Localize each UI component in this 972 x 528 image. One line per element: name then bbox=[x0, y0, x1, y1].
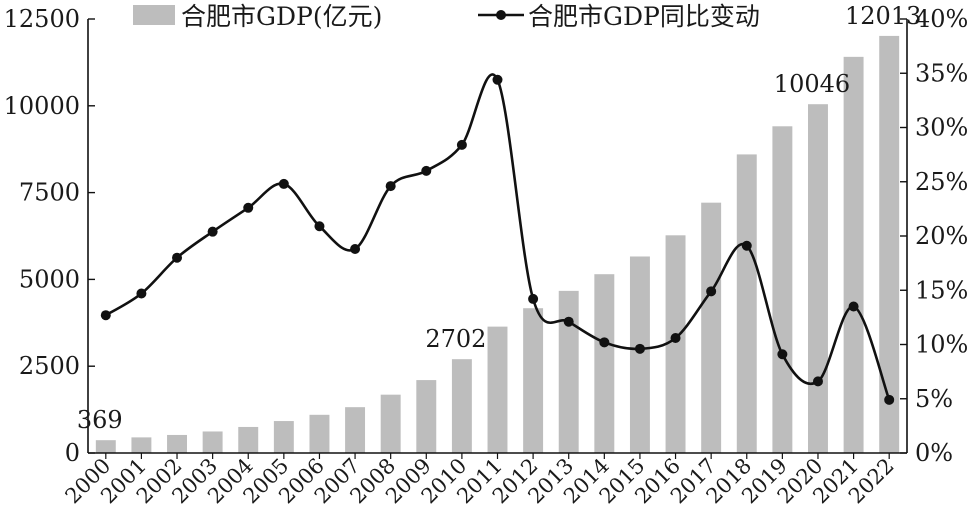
growth-point-2001 bbox=[136, 288, 147, 299]
bar-2020 bbox=[808, 104, 828, 453]
bar-2011 bbox=[487, 326, 508, 453]
y-left-tick-label: 2500 bbox=[19, 352, 80, 380]
growth-point-2022 bbox=[884, 394, 895, 405]
y-right-tick-label: 40% bbox=[915, 5, 968, 33]
bar-2006 bbox=[309, 414, 330, 453]
bar-2014 bbox=[594, 274, 615, 453]
growth-point-2014 bbox=[599, 337, 610, 348]
legend-line-marker bbox=[496, 10, 506, 20]
bar-2021 bbox=[843, 56, 864, 454]
bar-2007 bbox=[345, 407, 366, 453]
growth-point-2013 bbox=[563, 316, 574, 327]
bar-2008 bbox=[380, 394, 401, 453]
growth-point-2011 bbox=[492, 74, 503, 85]
bar-2002 bbox=[167, 434, 187, 453]
bar-2012 bbox=[523, 308, 544, 453]
y-right-tick-label: 5% bbox=[915, 385, 953, 413]
y-right-tick-label: 35% bbox=[915, 59, 968, 87]
data-labels: 369 2702 10046 12013 bbox=[77, 2, 921, 434]
y-left-tick-label: 5000 bbox=[19, 265, 80, 293]
growth-point-2020 bbox=[812, 376, 823, 387]
legend: 合肥市GDP(亿元) 合肥市GDP同比变动 bbox=[133, 2, 760, 31]
bar-2022 bbox=[879, 35, 900, 454]
bar-2013 bbox=[558, 290, 579, 453]
y-right-tick-label: 30% bbox=[915, 114, 968, 142]
growth-point-2005 bbox=[278, 178, 289, 189]
bar-series bbox=[95, 35, 900, 454]
axes: 025005000750010000125000%5%10%15%20%25%3… bbox=[4, 5, 969, 508]
growth-point-2003 bbox=[207, 226, 218, 237]
bar-value-label-2010: 2702 bbox=[425, 325, 486, 353]
bar-2004 bbox=[238, 426, 259, 453]
line-series bbox=[100, 73, 895, 405]
growth-point-2004 bbox=[243, 202, 254, 213]
bar-2018 bbox=[736, 154, 757, 453]
growth-point-2012 bbox=[528, 293, 539, 304]
legend-bar-label: 合肥市GDP(亿元) bbox=[181, 2, 382, 31]
bar-2010 bbox=[451, 359, 472, 453]
bar-2009 bbox=[416, 380, 437, 453]
y-left-tick-label: 0 bbox=[65, 439, 80, 467]
growth-point-2002 bbox=[172, 252, 183, 263]
growth-point-2016 bbox=[670, 332, 681, 343]
legend-line-label: 合肥市GDP同比变动 bbox=[528, 2, 760, 31]
bar-2003 bbox=[202, 431, 223, 453]
bar-value-label-2000: 369 bbox=[77, 406, 123, 434]
bar-2015 bbox=[629, 256, 650, 453]
y-right-tick-label: 20% bbox=[915, 222, 968, 250]
growth-point-2008 bbox=[385, 181, 396, 192]
bar-2000 bbox=[95, 440, 116, 453]
y-right-tick-label: 0% bbox=[915, 439, 953, 467]
legend-bar-swatch bbox=[133, 5, 175, 25]
y-right-tick-label: 10% bbox=[915, 331, 968, 359]
bar-2017 bbox=[701, 202, 722, 453]
growth-point-2021 bbox=[848, 301, 859, 312]
bar-2016 bbox=[665, 235, 686, 453]
y-left-tick-label: 10000 bbox=[4, 92, 80, 120]
bar-value-label-2022: 12013 bbox=[845, 2, 921, 30]
growth-point-2018 bbox=[741, 240, 752, 251]
growth-point-2006 bbox=[314, 221, 325, 232]
bar-2005 bbox=[273, 421, 294, 453]
y-left-tick-label: 12500 bbox=[4, 5, 80, 33]
growth-point-2019 bbox=[777, 349, 788, 360]
growth-point-2000 bbox=[100, 310, 111, 321]
bar-2001 bbox=[131, 437, 152, 453]
growth-point-2015 bbox=[634, 343, 645, 354]
growth-point-2010 bbox=[456, 139, 467, 150]
y-right-tick-label: 25% bbox=[915, 168, 968, 196]
growth-point-2007 bbox=[350, 244, 361, 255]
bar-2019 bbox=[772, 126, 793, 454]
bar-value-label-2020: 10046 bbox=[774, 70, 850, 98]
growth-point-2009 bbox=[421, 165, 432, 176]
growth-point-2017 bbox=[706, 286, 717, 297]
y-right-tick-label: 15% bbox=[915, 276, 968, 304]
y-left-tick-label: 7500 bbox=[19, 179, 80, 207]
